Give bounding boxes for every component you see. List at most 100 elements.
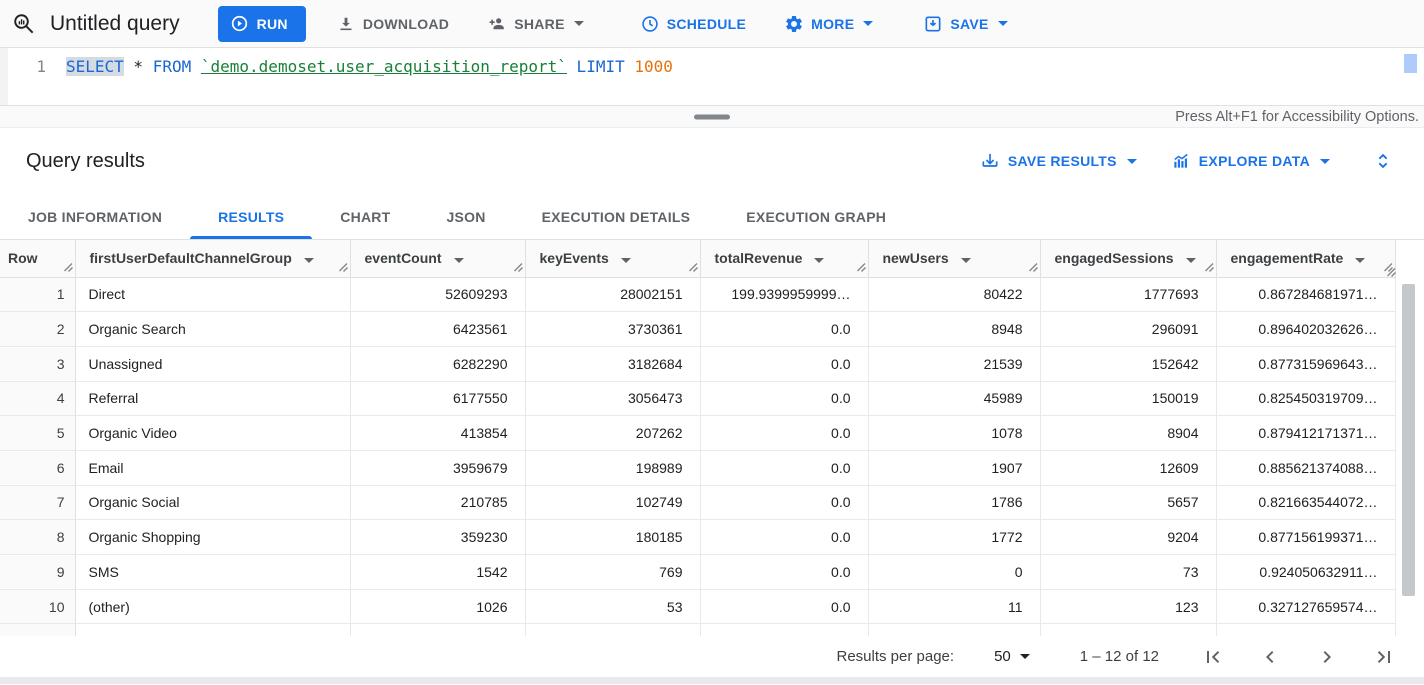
column-label: firstUserDefaultChannelGroup (89, 250, 292, 267)
row-number-cell: 9 (0, 554, 76, 590)
first-page-icon (1207, 650, 1220, 663)
save-button[interactable]: SAVE (915, 6, 1015, 42)
run-button[interactable]: RUN (217, 5, 306, 42)
column-header-newUsers[interactable]: newUsers (868, 240, 1041, 278)
column-header-engagementRate[interactable]: engagementRate (1216, 240, 1396, 278)
arrow-drop-down-icon[interactable] (1185, 258, 1196, 264)
schedule-button[interactable]: SCHEDULE (632, 6, 754, 42)
cell-engagementRate: 0.821663544072… (1216, 485, 1396, 521)
cell-newUsers: 8948 (868, 311, 1041, 347)
row-number-cell: 1 (0, 277, 76, 313)
column-label: keyEvents (539, 250, 609, 267)
tab-results[interactable]: RESULTS (190, 194, 313, 239)
tab-json[interactable]: JSON (418, 194, 513, 239)
column-resize-grip[interactable] (63, 259, 73, 275)
arrow-drop-down-icon[interactable] (620, 258, 631, 264)
first-page-button[interactable] (1201, 645, 1225, 669)
last-page-button[interactable] (1372, 645, 1396, 669)
column-resize-grip[interactable] (338, 259, 348, 275)
column-resize-grip[interactable] (688, 259, 698, 275)
query-tab-title[interactable]: Untitled query (50, 11, 180, 35)
cell-engagementRate: 0.896402032626… (1216, 311, 1396, 347)
cell-newUsers: 1772 (868, 519, 1041, 555)
cell-keyEvents: 198989 (525, 450, 701, 486)
query-magnifier-icon (10, 10, 38, 38)
horizontal-scrollbar-track[interactable] (0, 677, 1424, 684)
column-header-Row[interactable]: Row (0, 240, 76, 278)
cell-eventCount: 1026 (350, 589, 526, 625)
tab-job-information[interactable]: JOB INFORMATION (0, 194, 190, 239)
query-results-header: Query results SAVE RESULTS EXPLORE DATA (0, 128, 1424, 194)
cell-firstUserDefaultChannelGroup: Paid Social (75, 623, 351, 636)
cell-newUsers: 21539 (868, 346, 1041, 382)
column-resize-grip[interactable] (1204, 259, 1214, 275)
token-table-ref[interactable]: `demo.demoset.user_acquisition_report` (200, 57, 567, 76)
cell-keyEvents: 28002151 (525, 277, 701, 313)
sql-code[interactable]: SELECT * FROM `demo.demoset.user_acquisi… (66, 56, 673, 78)
clock-icon (640, 14, 660, 34)
next-page-button[interactable] (1315, 645, 1339, 669)
play-circle-icon (230, 14, 249, 33)
cell-engagementRate: 0.877156199371… (1216, 519, 1396, 555)
more-button[interactable]: MORE (776, 6, 881, 42)
column-header-keyEvents[interactable]: keyEvents (525, 240, 701, 278)
arrow-drop-down-icon[interactable] (453, 258, 464, 264)
last-page-icon (1377, 650, 1390, 663)
column-header-totalRevenue[interactable]: totalRevenue (700, 240, 869, 278)
cell-totalRevenue: 0.0 (700, 450, 869, 486)
cell-engagedSessions: 73 (1040, 554, 1217, 590)
save-results-button[interactable]: SAVE RESULTS (980, 151, 1137, 171)
expand-collapse-button[interactable] (1372, 150, 1394, 172)
download-icon (336, 14, 356, 34)
arrow-drop-down-icon[interactable] (814, 258, 825, 264)
cell-totalRevenue: 0.0 (700, 589, 869, 625)
cell-totalRevenue: 0.0 (700, 623, 869, 636)
column-header-engagedSessions[interactable]: engagedSessions (1040, 240, 1217, 278)
tab-execution-graph[interactable]: EXECUTION GRAPH (718, 194, 914, 239)
editor-scrollbar-thumb[interactable] (1404, 54, 1417, 73)
column-resize-grip[interactable] (856, 259, 866, 275)
cell-totalRevenue: 0.0 (700, 346, 869, 382)
cell-keyEvents: 180185 (525, 519, 701, 555)
cell-engagementRate: 0.867284681971… (1216, 277, 1396, 313)
cell-engagementRate: 0.885621374088… (1216, 450, 1396, 486)
cell-firstUserDefaultChannelGroup: Email (75, 450, 351, 486)
column-resize-grip[interactable] (1383, 259, 1393, 275)
sql-editor[interactable]: 1 SELECT * FROM `demo.demoset.user_acqui… (0, 48, 1424, 105)
prev-page-button[interactable] (1258, 645, 1282, 669)
arrow-drop-down-icon[interactable] (960, 258, 971, 264)
cell-newUsers: 11 (868, 589, 1041, 625)
cell-keyEvents: 3730361 (525, 311, 701, 347)
token-select: SELECT (66, 57, 124, 76)
column-resize-grip[interactable] (1028, 259, 1038, 275)
tab-execution-details[interactable]: EXECUTION DETAILS (514, 194, 719, 239)
table-scrollbar-thumb[interactable] (1402, 284, 1415, 596)
arrow-drop-down-icon[interactable] (1355, 258, 1366, 264)
tab-chart[interactable]: CHART (312, 194, 418, 239)
splitter-band: Press Alt+F1 for Accessibility Options. (0, 105, 1424, 128)
cell-engagedSessions: 12609 (1040, 450, 1217, 486)
arrow-drop-down-icon[interactable] (303, 258, 314, 264)
cell-keyEvents: 3056473 (525, 381, 701, 417)
code-line[interactable]: 1 SELECT * FROM `demo.demoset.user_acqui… (0, 48, 1424, 78)
table-edge-resize-grip[interactable] (1386, 264, 1396, 282)
cell-totalRevenue: 0.0 (700, 485, 869, 521)
column-header-firstUserDefaultChannelGroup[interactable]: firstUserDefaultChannelGroup (75, 240, 351, 278)
chevron-down-icon (997, 21, 1008, 26)
column-resize-grip[interactable] (513, 259, 523, 275)
cell-newUsers: 80422 (868, 277, 1041, 313)
row-number-cell: 8 (0, 519, 76, 555)
column-header-eventCount[interactable]: eventCount (350, 240, 526, 278)
download-button[interactable]: DOWNLOAD (328, 6, 457, 42)
cell-engagementRate: 0.877315969643… (1216, 346, 1396, 382)
explore-data-button[interactable]: EXPLORE DATA (1171, 151, 1330, 171)
cell-newUsers: 1786 (868, 485, 1041, 521)
cell-newUsers: 1907 (868, 450, 1041, 486)
page-size-select[interactable]: 50 (994, 648, 1030, 665)
cell-firstUserDefaultChannelGroup: Organic Search (75, 311, 351, 347)
more-button-label: MORE (811, 15, 855, 32)
row-number-cell: 10 (0, 589, 76, 625)
splitter-drag-handle[interactable] (694, 114, 730, 119)
share-button[interactable]: SHARE (479, 6, 592, 42)
cell-firstUserDefaultChannelGroup: (other) (75, 589, 351, 625)
